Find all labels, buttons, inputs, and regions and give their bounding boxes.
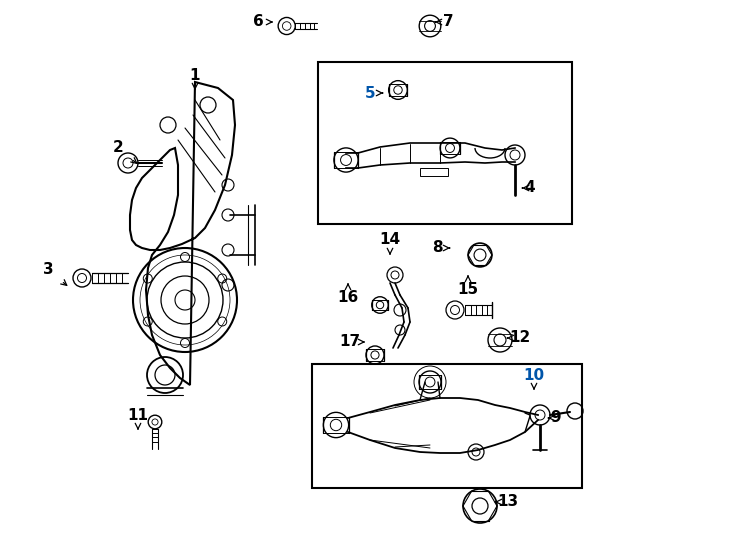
Text: 16: 16 <box>338 291 359 306</box>
Text: 1: 1 <box>190 68 200 83</box>
Text: 3: 3 <box>43 262 54 278</box>
Text: 8: 8 <box>432 240 443 255</box>
Text: 14: 14 <box>379 233 401 247</box>
Text: 7: 7 <box>443 15 454 30</box>
Bar <box>312 364 582 488</box>
Text: 17: 17 <box>339 334 360 349</box>
Text: 9: 9 <box>550 410 562 426</box>
Text: 2: 2 <box>112 140 123 156</box>
Text: 11: 11 <box>128 408 148 422</box>
Text: 5: 5 <box>365 85 375 100</box>
Bar <box>420 168 448 176</box>
Text: 4: 4 <box>525 180 535 195</box>
Text: 13: 13 <box>498 495 518 510</box>
Text: 12: 12 <box>509 330 531 346</box>
Bar <box>318 62 572 224</box>
Text: 10: 10 <box>523 368 545 382</box>
Polygon shape <box>130 82 235 385</box>
Text: 6: 6 <box>252 15 264 30</box>
Text: 15: 15 <box>457 282 479 298</box>
